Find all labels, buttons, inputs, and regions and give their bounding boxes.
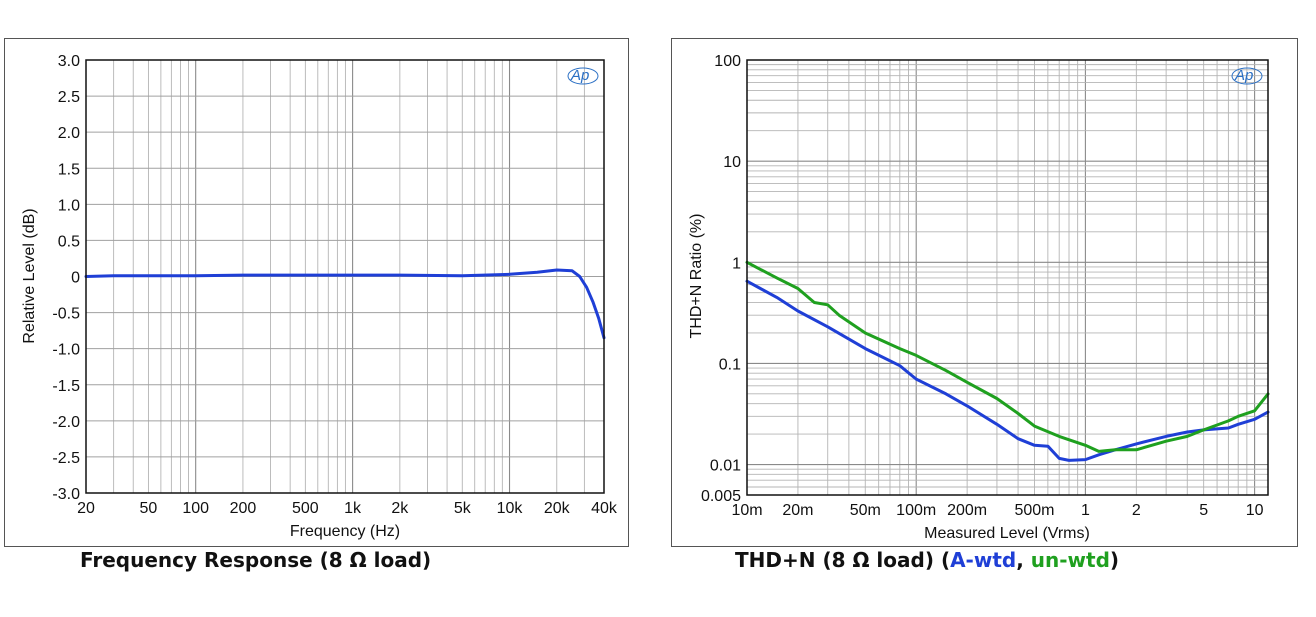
y-tick-label: 0.1	[719, 356, 741, 373]
y-tick-label: -0.5	[52, 306, 80, 323]
y-tick-label: 100	[714, 53, 741, 70]
ap-logo-ring	[567, 67, 599, 85]
frequency-response-chart: 20 50 100 200 500 1k 2k 5k 10k 20k 40k 3.0 2.5 2.0 1.5…	[4, 38, 629, 547]
x-tick-label: 20m	[782, 502, 813, 519]
y-tick-label: -1.5	[52, 378, 80, 395]
x-tick-label: 20k	[544, 500, 571, 517]
y-tick-label: 0	[71, 270, 80, 287]
x-tick-label: 1k	[344, 500, 362, 517]
x-tick-label: 50m	[850, 502, 881, 519]
chart-frame	[4, 38, 629, 547]
y-axis-label: THD+N Ratio (%)	[688, 214, 705, 339]
caption-main: THD+N (8 Ω load) (	[735, 548, 951, 572]
chart-caption-thd-n: THD+N (8 Ω load) (A-wtd, un-wtd)	[735, 548, 1119, 572]
y-tick-label: 1	[732, 255, 741, 272]
thd-n-chart: 10m 20m 50m 100m 200m 500m 1 2 5 10 100 10 1 0.1 0.01 0…	[671, 38, 1298, 547]
y-tick-label: -2.5	[52, 450, 80, 467]
y-tick-label: 1.0	[58, 197, 80, 214]
x-tick-label: 10k	[497, 500, 524, 517]
plot-area-border	[85, 59, 605, 494]
x-tick-label: 40k	[591, 500, 618, 517]
chart-caption-frequency-response: Frequency Response (8 Ω load)	[80, 548, 432, 572]
y-tick-label: -1.0	[52, 342, 80, 359]
series-line-un-wtd	[745, 260, 1270, 453]
x-tick-label: 500m	[1014, 502, 1054, 519]
x-tick-label: 20	[77, 500, 95, 517]
x-axis-label: Measured Level (Vrms)	[924, 525, 1090, 542]
x-tick-label: 500	[292, 500, 319, 517]
x-tick-label: 10m	[731, 502, 762, 519]
x-tick-label: 200m	[947, 502, 987, 519]
x-tick-label: 5	[1199, 502, 1208, 519]
x-axis-label: Frequency (Hz)	[290, 523, 400, 540]
x-tick-label: 100m	[896, 502, 936, 519]
y-tick-label: 0.01	[710, 458, 741, 475]
x-tick-label: 5k	[454, 500, 472, 517]
series-line-response	[84, 268, 606, 340]
ap-logo: Ap	[570, 67, 589, 84]
y-tick-label: 10	[723, 154, 741, 171]
y-tick-label: 2.5	[58, 89, 80, 106]
caption-end: )	[1109, 548, 1120, 572]
x-tick-label: 2k	[391, 500, 409, 517]
x-tick-label: 50	[140, 500, 158, 517]
y-tick-label: 3.0	[58, 53, 80, 70]
y-tick-label: -3.0	[52, 486, 80, 503]
legend-un-wtd: un-wtd	[1030, 548, 1110, 572]
x-tick-label: 2	[1132, 502, 1141, 519]
y-tick-label: 2.0	[58, 125, 80, 142]
x-tick-label: 1	[1081, 502, 1090, 519]
legend-a-wtd: A-wtd	[950, 548, 1017, 572]
ap-logo: Ap	[1234, 67, 1253, 84]
y-tick-label: 0.005	[701, 488, 741, 505]
ap-logo-ring	[1231, 67, 1263, 85]
x-tick-label: 10	[1246, 502, 1264, 519]
y-tick-label: -2.0	[52, 414, 80, 431]
y-axis-label: Relative Level (dB)	[21, 208, 38, 343]
caption-separator: ,	[1016, 548, 1031, 572]
x-tick-label: 200	[230, 500, 257, 517]
y-tick-label: 1.5	[58, 161, 80, 178]
x-tick-label: 100	[182, 500, 209, 517]
y-tick-label: 0.5	[58, 233, 80, 250]
plot-area-border	[746, 59, 1269, 496]
